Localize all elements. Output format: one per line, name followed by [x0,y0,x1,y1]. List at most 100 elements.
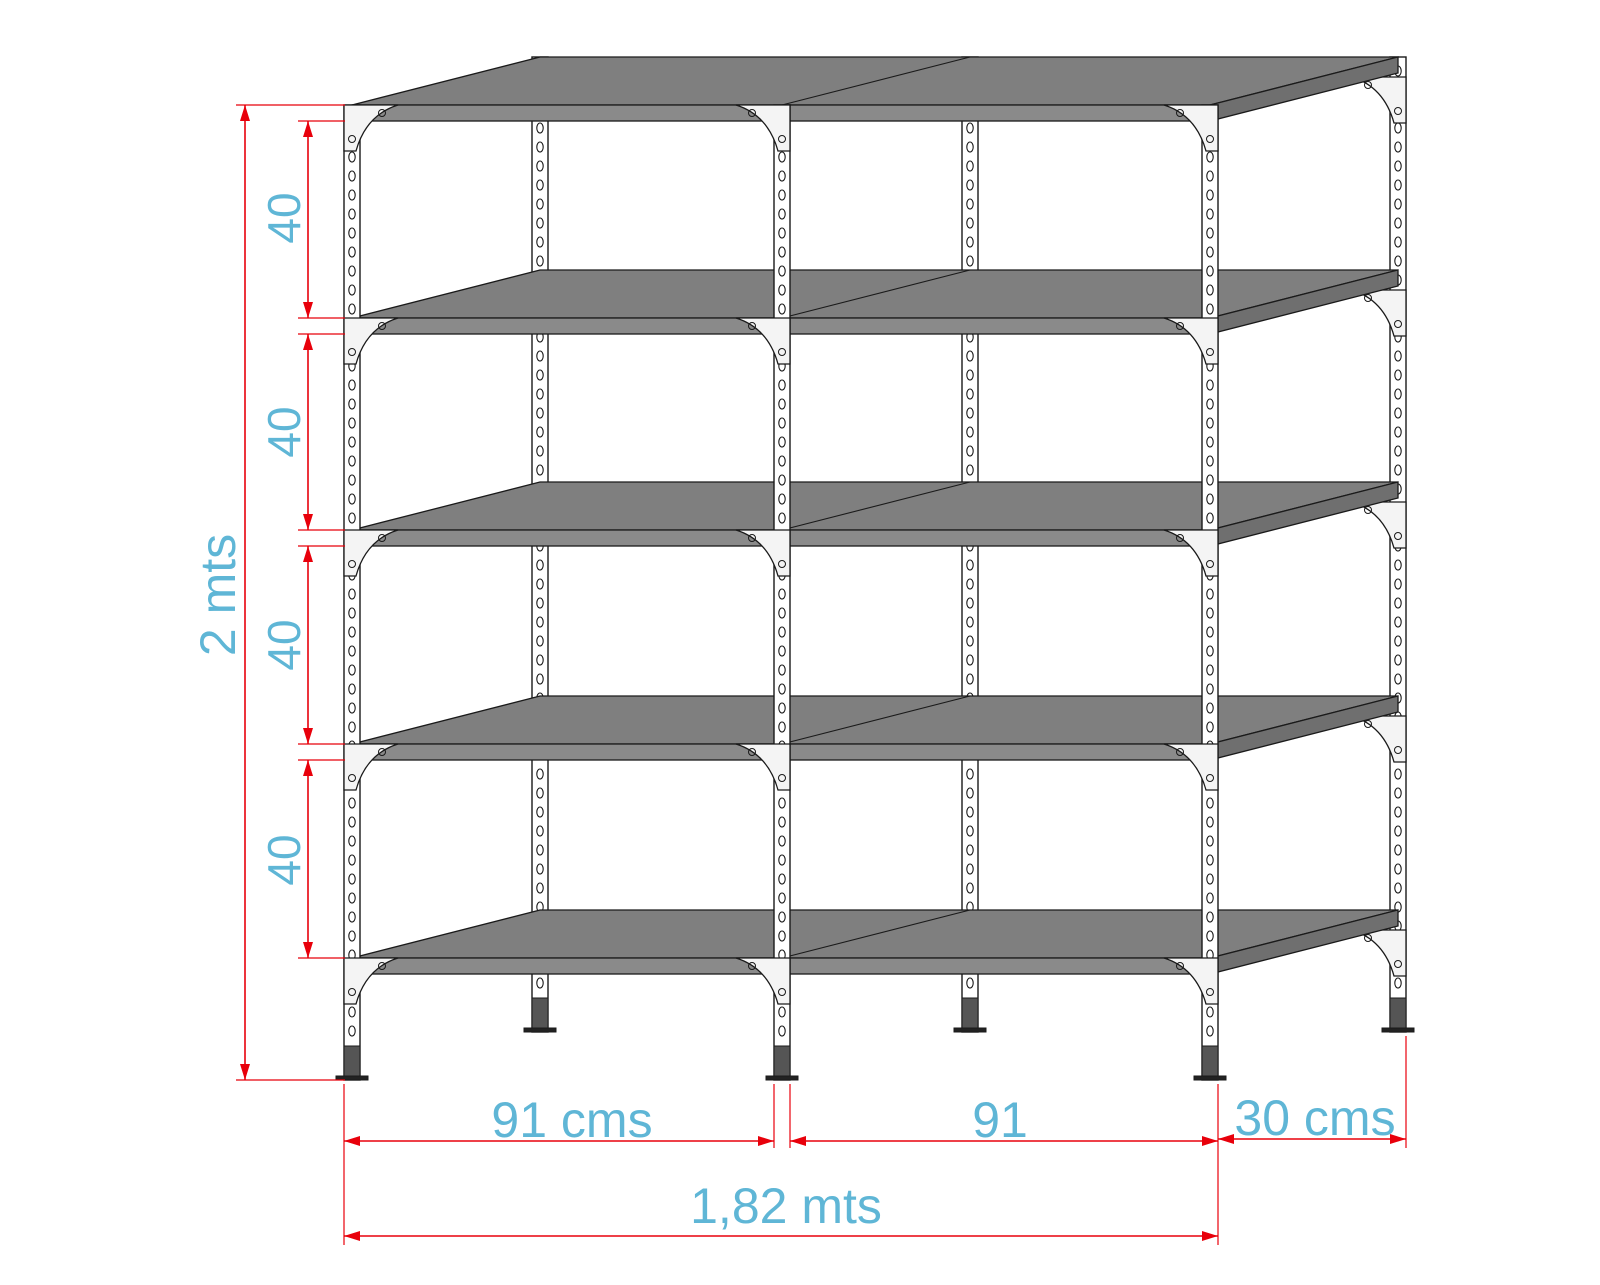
post-hole [536,369,544,381]
post-hole [966,825,974,837]
bay-width-right-label: 91 [972,1092,1028,1148]
post-hole [536,350,544,362]
post-hole [778,227,786,239]
post-hole [1206,151,1214,163]
gusset-plate [1163,529,1219,577]
post-hole [778,208,786,220]
post-hole [536,217,544,229]
gusset-plate [735,743,791,791]
post-hole [536,616,544,628]
post-hole [1206,227,1214,239]
post-hole [966,445,974,457]
post-hole [966,198,974,210]
corner-gusset [1163,743,1219,791]
corner-gusset [1351,929,1407,977]
post-hole [348,208,356,220]
gusset-plate [1163,104,1219,152]
post-hole [1206,607,1214,619]
post-hole [1394,160,1402,172]
gusset-plate [1163,743,1219,791]
post-hole [1394,445,1402,457]
post-hole [536,597,544,609]
post-hole [536,977,544,989]
post-hole [348,227,356,239]
post-hole [778,151,786,163]
gusset-plate [343,317,399,365]
post-hole [778,873,786,885]
gusset-bolt [1364,506,1372,514]
post-hole [966,768,974,780]
post-hole [536,882,544,894]
post-hole [1394,768,1402,780]
post-hole [778,854,786,866]
corner-gusset [1163,104,1219,152]
post-hole [1394,388,1402,400]
post-hole [778,835,786,847]
gusset-bolt [378,748,386,756]
post-foot [1201,1045,1219,1077]
post-hole [348,664,356,676]
post-hole [1394,236,1402,248]
post-hole [348,835,356,847]
gusset-bolt [748,534,756,542]
shelves [351,56,1399,975]
post-hole [966,179,974,191]
gusset-bolt [378,962,386,970]
gusset-bolt [1206,988,1214,996]
post-hole [778,493,786,505]
total-width-dimension [344,1231,1218,1241]
post-hole [348,1006,356,1018]
post-hole [1206,1025,1214,1037]
gusset-plate [343,529,399,577]
bay-width-right-dimension [790,1136,1218,1146]
gusset-bolt [348,988,356,996]
foot-plate [523,1027,557,1033]
post-hole [1394,255,1402,267]
gusset-bolt [1394,107,1402,115]
arrow-head [303,760,313,776]
arrow-head [303,302,313,318]
corner-gusset [343,957,399,1005]
post-hole [1206,664,1214,676]
total-width-label: 1,82 mts [690,1178,882,1234]
post-hole [348,455,356,467]
post-hole [778,1025,786,1037]
shelf-seam [781,695,971,745]
post-hole [1394,407,1402,419]
corner-gusset [735,104,791,152]
gusset-plate [1351,501,1407,549]
post-hole [1394,198,1402,210]
post-hole [778,588,786,600]
post-hole [348,588,356,600]
foot-plate [765,1075,799,1081]
shelf-level-1 [351,56,1399,122]
gusset-plate [343,743,399,791]
gusset-bolt [1394,532,1402,540]
gusset-bolt [1206,135,1214,143]
corner-gusset [1163,529,1219,577]
post-hole [778,607,786,619]
post-hole [966,844,974,856]
post-hole [536,160,544,172]
post-hole [348,379,356,391]
arrow-head [303,121,313,137]
shelf-spacing-dimension-1 [303,121,313,318]
gusset-bolt [778,348,786,356]
post-hole [966,255,974,267]
gusset-bolt [1394,960,1402,968]
gusset-plate [735,529,791,577]
gusset-bolt [1394,746,1402,754]
post-hole [348,246,356,258]
post-hole [536,578,544,590]
arrow-head [303,514,313,530]
post-hole [778,398,786,410]
post-hole [348,189,356,201]
post-foot [961,997,979,1029]
shelf-spacing-label-3: 40 [258,619,310,670]
gusset-bolt [1364,81,1372,89]
post-hole [348,892,356,904]
front-frame [335,104,1227,1081]
post-hole [778,721,786,733]
gusset-bolt [1176,322,1184,330]
